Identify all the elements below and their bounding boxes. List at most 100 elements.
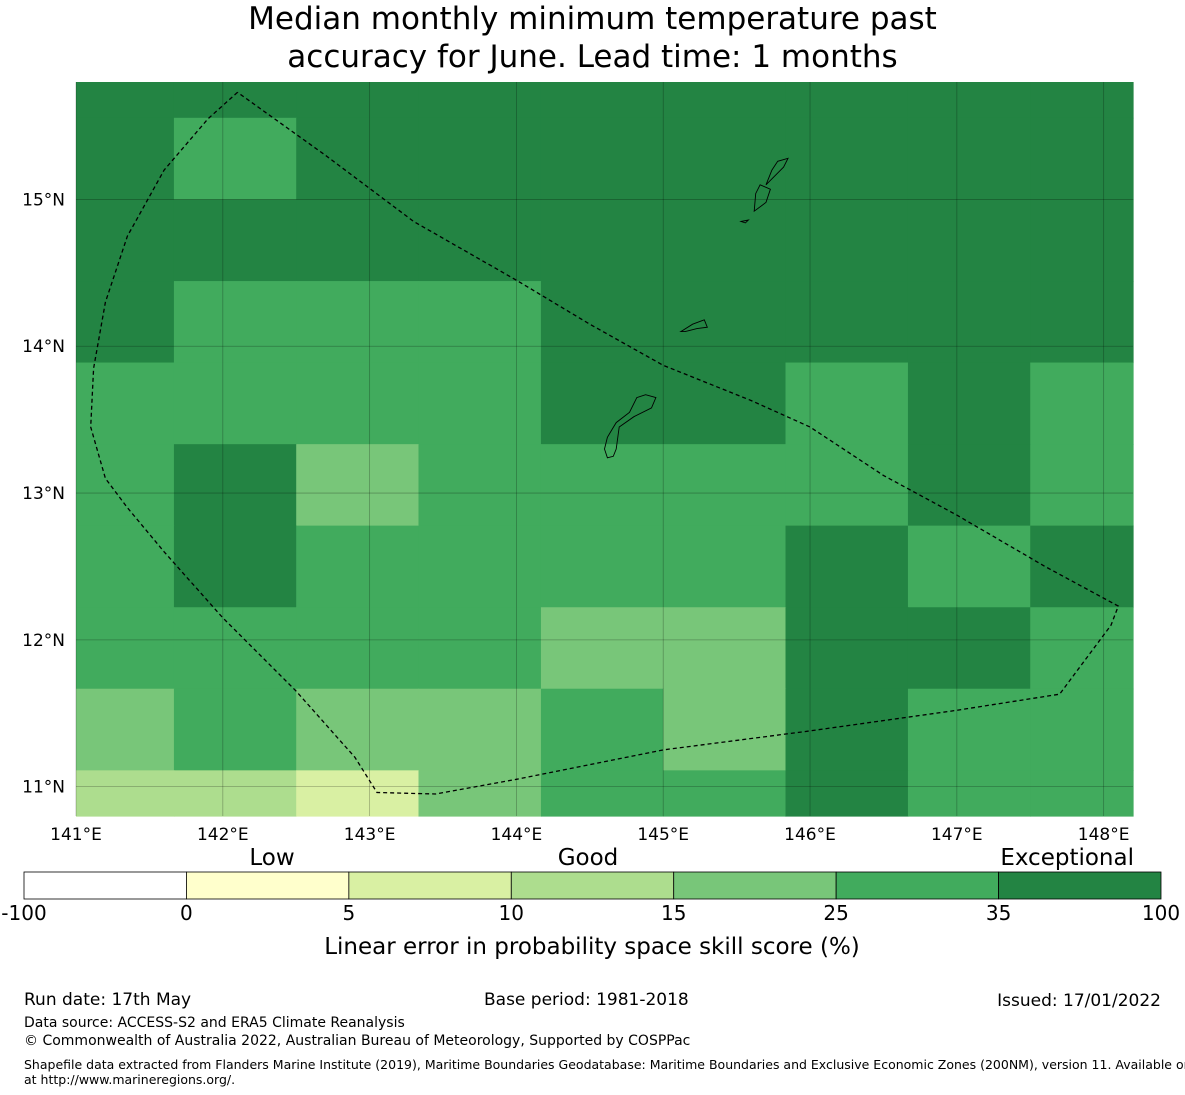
- grid-cell: [173, 199, 297, 282]
- shapefile-credit-line-1: Shapefile data extracted from Flanders M…: [24, 1057, 1185, 1072]
- grid-cell: [663, 525, 787, 608]
- longitude-label: 147°E: [931, 825, 983, 845]
- colorbar-segment: [673, 871, 837, 900]
- longitude-label: 146°E: [784, 825, 836, 845]
- grid-cell: [663, 688, 787, 771]
- grid-cell: [173, 607, 297, 690]
- grid-cell: [540, 117, 664, 201]
- grid-cell: [173, 444, 297, 527]
- colorbar-tick-label: 100: [1142, 901, 1180, 925]
- grid-cell: [296, 688, 420, 771]
- grid-cell: [418, 444, 542, 527]
- colorbar-tick-label: -100: [1, 901, 46, 925]
- colorbar-tick-label: 0: [180, 901, 193, 925]
- grid-cell: [418, 82, 542, 119]
- grid-cell: [907, 199, 1031, 282]
- grid-cell: [76, 362, 175, 445]
- longitude-label: 143°E: [344, 825, 396, 845]
- base-period: Base period: 1981-2018: [484, 990, 689, 1010]
- grid-cell: [540, 82, 664, 119]
- grid-cell: [418, 117, 542, 201]
- grid-cell: [907, 607, 1031, 690]
- grid-cell: [785, 688, 909, 771]
- grid-cell: [296, 362, 420, 445]
- grid-cell: [663, 362, 787, 445]
- colorbar-tick-label: 25: [823, 901, 848, 925]
- grid-cell: [1030, 444, 1134, 527]
- island-outline: [739, 219, 750, 224]
- latitude-label: 12°N: [22, 631, 65, 651]
- grid-cell: [296, 117, 420, 201]
- grid-cell: [418, 688, 542, 771]
- title-line-1: Median monthly minimum temperature past: [248, 1, 937, 37]
- grid-cell: [76, 770, 175, 817]
- grid-cell: [907, 688, 1031, 771]
- grid-cell: [296, 607, 420, 690]
- latitude-label: 13°N: [22, 484, 65, 504]
- colorbar-tick-label: 15: [661, 901, 686, 925]
- grid-cell: [663, 607, 787, 690]
- grid-cell: [173, 117, 297, 201]
- grid-cell: [1030, 117, 1134, 201]
- colorbar-segment: [510, 871, 675, 900]
- longitude-tick-labels: 141°E 142°E 143°E 144°E 145°E 146°E 147°E 148°E: [50, 825, 1129, 845]
- chart-title: Median monthly minimum temperature past …: [0, 0, 1185, 76]
- grid-cell: [785, 281, 909, 364]
- grid-cell: [663, 117, 787, 201]
- run-date: Run date: 17th May: [24, 990, 192, 1010]
- grid-cell: [907, 525, 1031, 608]
- longitude-label: 144°E: [491, 825, 543, 845]
- copyright: © Commonwealth of Australia 2022, Austra…: [24, 1033, 691, 1049]
- grid-cell: [296, 444, 420, 527]
- grid-cell: [907, 82, 1031, 119]
- grid-cell: [785, 82, 909, 119]
- colorbar-tick-label: 35: [986, 901, 1011, 925]
- colorbar-segment: [23, 871, 187, 900]
- grid-cell: [76, 199, 175, 282]
- grid-cell: [173, 281, 297, 364]
- island-outline: [765, 157, 789, 186]
- grid-cell: [418, 525, 542, 608]
- latitude-tick-labels: 11°N 12°N 13°N 14°N 15°N: [22, 190, 65, 797]
- longitude-label: 145°E: [637, 825, 689, 845]
- grid-cell: [540, 770, 664, 817]
- island-outline: [679, 319, 708, 333]
- island-outline: [753, 184, 771, 213]
- longitude-label: 142°E: [197, 825, 249, 845]
- colorbar-tick-label: 5: [342, 901, 355, 925]
- colorbar-category-label: Low: [249, 845, 294, 871]
- colorbar-segment: [186, 871, 350, 900]
- grid-cell: [907, 444, 1031, 527]
- grid-cells: [76, 82, 1134, 817]
- grid-cell: [1030, 770, 1134, 817]
- grid-cell: [540, 199, 664, 282]
- grid-cell: [1030, 607, 1134, 690]
- grid-cell: [173, 688, 297, 771]
- grid-cell: [907, 770, 1031, 817]
- grid-cell: [1030, 199, 1134, 282]
- grid-cell: [540, 281, 664, 364]
- skill-score-map: 141°E 142°E 143°E 144°E 145°E 146°E 147°E 148°E…: [1, 82, 1180, 960]
- grid-cell: [76, 117, 175, 201]
- eez-boundary-line: [90, 91, 1120, 795]
- grid-cell: [418, 607, 542, 690]
- colorbar-segment: [348, 871, 512, 900]
- grid-cell: [76, 525, 175, 608]
- island-outline: [604, 394, 657, 459]
- grid-cell: [785, 362, 909, 445]
- colorbar-segment: [998, 871, 1162, 900]
- grid-cell: [785, 117, 909, 201]
- grid-cell: [296, 199, 420, 282]
- grid-cell: [663, 82, 787, 119]
- grid-cell: [907, 117, 1031, 201]
- colorbar-segment: [835, 871, 999, 900]
- grid-cell: [785, 444, 909, 527]
- longitude-label: 141°E: [50, 825, 102, 845]
- grid-cell: [1030, 281, 1134, 364]
- grid-cell: [296, 281, 420, 364]
- grid-cell: [418, 770, 542, 817]
- grid-cell: [540, 688, 664, 771]
- grid-cell: [540, 607, 664, 690]
- grid-cell: [76, 607, 175, 690]
- grid-cell: [1030, 525, 1134, 608]
